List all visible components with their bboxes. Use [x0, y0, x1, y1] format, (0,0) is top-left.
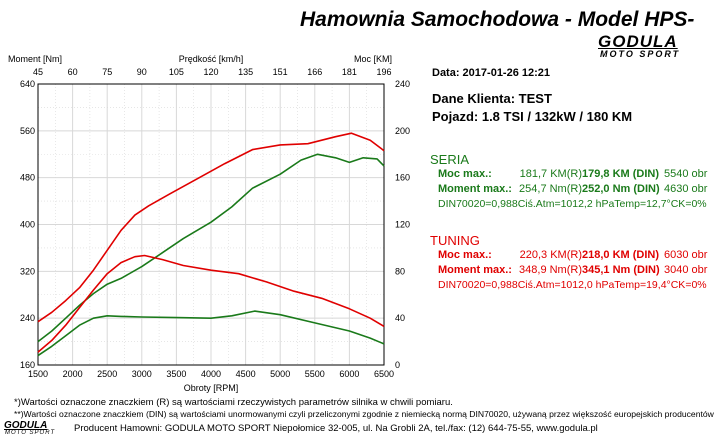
tuning-power-row: Moc max.: 220,3 KM(R) 218,0 KM (DIN) 603… [438, 249, 707, 261]
tuning-torque-din: 345,1 Nm (DIN) [582, 264, 660, 276]
right-tick-label: 200 [395, 126, 410, 136]
seria-torque-line [37, 310, 385, 357]
top-axis-label: Prędkość [km/h] [179, 54, 244, 64]
footer-producer: Producent Hamowni: GODULA MOTO SPORT Nie… [74, 423, 598, 434]
seria-power-rpm: 5540 obr [664, 168, 708, 180]
right-tick-label: 0 [395, 360, 400, 370]
left-tick-label: 480 [20, 173, 35, 183]
plot-frame [37, 83, 385, 366]
x-tick-label: 6500 [374, 369, 394, 379]
top-tick-label: 60 [68, 67, 78, 77]
left-tick-label: 640 [20, 79, 35, 89]
left-axis-label: Moment [Nm] [8, 54, 62, 64]
top-tick-label: 105 [169, 67, 184, 77]
right-axis-label: Moc [KM] [354, 54, 392, 64]
tuning-title: TUNING [430, 233, 480, 248]
top-tick-label: 181 [342, 67, 357, 77]
x-tick-label: 5000 [270, 369, 290, 379]
client-name: Dane Klienta: TEST [432, 91, 552, 106]
page-title: Hamownia Samochodowa - Model HPS- [300, 8, 695, 31]
footer-note-din: **)Wartości oznaczone znaczkiem (DIN) są… [14, 409, 714, 419]
top-tick-label: 75 [102, 67, 112, 77]
footer-note-r: *)Wartości oznaczone znaczkiem (R) są wa… [14, 397, 453, 408]
chart-ticks: 1500452000602500753000903500105400012045… [20, 67, 410, 379]
tuning-power-line [37, 132, 385, 323]
seria-torque-row: Moment max.: 254,7 Nm(R) 252,0 Nm (DIN) … [438, 183, 707, 195]
seria-conditions: DIN70020=0,988Ciś.Atm=1012,2 hPaTemp=12,… [438, 198, 707, 210]
left-tick-label: 400 [20, 220, 35, 230]
x-tick-label: 3500 [166, 369, 186, 379]
top-tick-label: 90 [137, 67, 147, 77]
seria-power-row: Moc max.: 181,7 KM(R) 179,8 KM (DIN) 554… [438, 168, 707, 180]
x-tick-label: 4000 [201, 369, 221, 379]
top-tick-label: 120 [203, 67, 218, 77]
test-date: Data: 2017-01-26 12:21 [432, 67, 551, 79]
top-tick-label: 166 [307, 67, 322, 77]
x-tick-label: 2500 [97, 369, 117, 379]
seria-torque-label: Moment max.: [438, 183, 512, 195]
tuning-power-r: 220,3 KM(R) [519, 249, 582, 261]
tuning-power-label: Moc max.: [438, 249, 492, 261]
tuning-torque-row: Moment max.: 348,9 Nm(R) 345,1 Nm (DIN) … [438, 264, 707, 276]
top-tick-label: 45 [33, 67, 43, 77]
tuning-torque-line [37, 254, 385, 353]
seria-torque-r: 254,7 Nm(R) [519, 183, 582, 195]
seria-power-din: 179,8 KM (DIN) [582, 168, 660, 180]
right-tick-label: 40 [395, 313, 405, 323]
footer-logo: GODULA MOTO SPORT [4, 420, 70, 436]
x-tick-label: 5500 [305, 369, 325, 379]
chart-grid [38, 84, 384, 365]
left-tick-label: 320 [20, 266, 35, 276]
seria-power-label: Moc max.: [438, 168, 492, 180]
godula-logo: GODULA MOTO SPORT [598, 32, 710, 59]
right-tick-label: 80 [395, 266, 405, 276]
top-tick-label: 135 [238, 67, 253, 77]
tuning-torque-r: 348,9 Nm(R) [519, 264, 582, 276]
logo-main: GODULA [598, 32, 678, 51]
seria-power-r: 181,7 KM(R) [519, 168, 582, 180]
left-tick-label: 560 [20, 126, 35, 136]
seria-torque-rpm: 4630 obr [664, 183, 708, 195]
seria-torque-din: 252,0 Nm (DIN) [582, 183, 660, 195]
top-tick-label: 151 [273, 67, 288, 77]
x-tick-label: 3000 [132, 369, 152, 379]
tuning-conditions: DIN70020=0,988Ciś.Atm=1012,0 hPaTemp=19,… [438, 279, 707, 291]
x-tick-label: 6000 [339, 369, 359, 379]
left-tick-label: 240 [20, 313, 35, 323]
right-tick-label: 120 [395, 220, 410, 230]
x-tick-label: 4500 [236, 369, 256, 379]
seria-title: SERIA [430, 152, 470, 167]
vehicle-info: Pojazd: 1.8 TSI / 132kW / 180 KM [432, 109, 633, 124]
x-tick-label: 2000 [63, 369, 83, 379]
tuning-torque-label: Moment max.: [438, 264, 512, 276]
footer-logo-sub: MOTO SPORT [5, 430, 56, 436]
tuning-torque-rpm: 3040 obr [664, 264, 708, 276]
footer-logo-main: GODULA [4, 420, 48, 431]
top-tick-label: 196 [376, 67, 391, 77]
chart-series [37, 132, 385, 357]
logo-sub: MOTO SPORT [600, 49, 681, 59]
right-tick-label: 240 [395, 79, 410, 89]
x-axis-label: Obroty [RPM] [184, 383, 239, 393]
tuning-power-din: 218,0 KM (DIN) [582, 249, 660, 261]
x-tick-label: 1500 [28, 369, 48, 379]
left-tick-label: 160 [20, 360, 35, 370]
tuning-power-rpm: 6030 obr [664, 249, 708, 261]
right-tick-label: 160 [395, 173, 410, 183]
